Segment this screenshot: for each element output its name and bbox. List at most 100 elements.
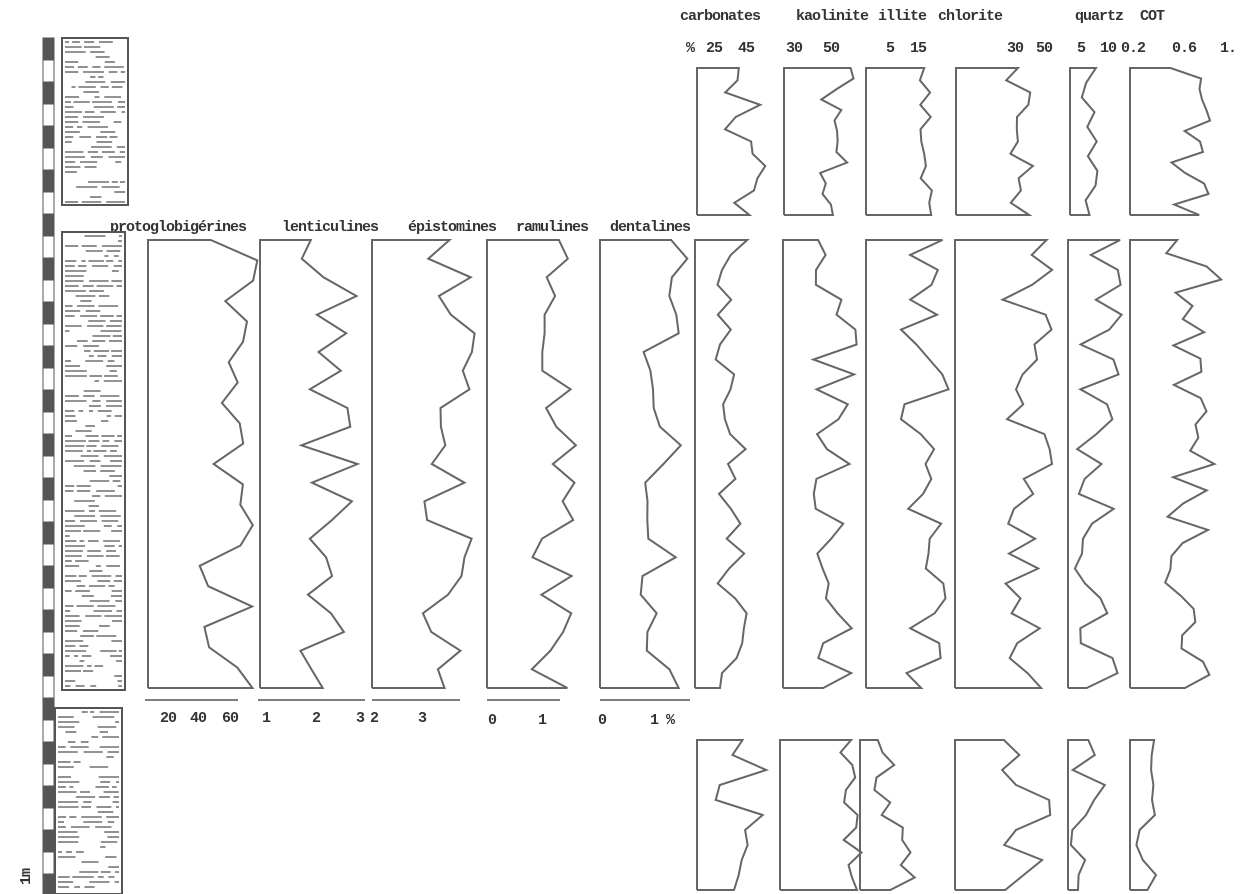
header: protoglobigérines [110, 219, 247, 236]
tick-label: 1 [262, 710, 271, 727]
tick-label: 1 [538, 712, 547, 729]
scale-segment [42, 191, 55, 215]
scale-segment [42, 433, 55, 457]
scale-segment [42, 477, 55, 501]
profile-curve [486, 239, 578, 689]
tick-label: 0 [488, 712, 497, 729]
profile-curve [147, 239, 259, 689]
scale-segment [42, 59, 55, 83]
profile-curve [1067, 239, 1124, 689]
scale-segment [42, 323, 55, 347]
profile-curve [1129, 67, 1212, 216]
tick-label: 1. [1220, 40, 1236, 57]
scale-segment [42, 609, 55, 633]
tick-label: 3 [418, 710, 427, 727]
scale-segment [42, 829, 55, 853]
tick-label: 1 % [650, 712, 676, 729]
profile-curve [259, 239, 361, 689]
scale-segment [42, 653, 55, 677]
profile-curve [865, 239, 950, 689]
profile-curve [779, 739, 864, 891]
profile-curve [1067, 739, 1107, 891]
scale-segment [42, 565, 55, 589]
scale-segment [42, 411, 55, 435]
scale-segment [42, 697, 55, 721]
tick-label: 20 [160, 710, 177, 727]
scale-segment [42, 807, 55, 831]
scale-segment [42, 235, 55, 259]
scale-segment [42, 873, 55, 894]
profile-curve [859, 739, 917, 891]
scale-label: 1m [18, 868, 35, 885]
profile-curve [865, 67, 933, 216]
tick-label: 15 [910, 40, 927, 57]
profile-curve [1129, 739, 1158, 891]
tick-label: 0.6 [1172, 40, 1197, 57]
header: illite [878, 8, 927, 25]
profile-curve [694, 239, 750, 689]
scale-segment [42, 675, 55, 699]
header: kaolinite [796, 8, 869, 25]
tick-label: 3 [356, 710, 365, 727]
scale-segment [42, 279, 55, 303]
profile-curve [1069, 67, 1099, 216]
tick-label: 25 [706, 40, 723, 57]
scale-segment [42, 257, 55, 281]
scale-segment [42, 521, 55, 545]
scale-segment [42, 345, 55, 369]
scale-segment [42, 455, 55, 479]
scale-segment [42, 741, 55, 765]
tick-label: 50 [1036, 40, 1053, 57]
tick-label: 30 [1007, 40, 1024, 57]
scale-segment [42, 763, 55, 787]
scale-segment [42, 389, 55, 413]
tick-label: 60 [222, 710, 239, 727]
scale-segment [42, 499, 55, 523]
tick-label: 5 [1077, 40, 1086, 57]
profile-curve [599, 239, 689, 689]
scale-segment [42, 125, 55, 149]
header: quartz [1075, 8, 1123, 25]
scale-segment [42, 367, 55, 391]
tick-label: 10 [1100, 40, 1117, 57]
scale-segment [42, 785, 55, 809]
profile-curve [1129, 239, 1224, 689]
tick-label: 30 [786, 40, 803, 57]
header: ramulines [516, 219, 589, 236]
profile-curve [955, 67, 1035, 216]
scale-segment [42, 587, 55, 611]
scale-segment [42, 81, 55, 105]
scale-segment [42, 851, 55, 875]
scale-segment [42, 543, 55, 567]
header: épistomines [408, 219, 497, 236]
labels: carbonates kaolinite illite chlorite qua… [18, 8, 1237, 885]
scale-segment [42, 147, 55, 171]
scale-segment [42, 103, 55, 127]
tick-label: % [686, 40, 696, 57]
scale-segment [42, 719, 55, 743]
tick-label: 5 [886, 40, 895, 57]
profile-curve [954, 239, 1054, 689]
header: carbonates [680, 8, 761, 25]
tick-label: 2 [312, 710, 321, 727]
header: dentalines [610, 219, 691, 236]
tick-label: 40 [190, 710, 207, 727]
profile-curve [782, 239, 858, 689]
tick-label: 0.2 [1121, 40, 1146, 57]
tick-label: 0 [598, 712, 607, 729]
scale-segment [42, 169, 55, 193]
profile-curve [696, 739, 769, 891]
drawing [42, 37, 1224, 894]
header: chlorite [938, 8, 1003, 25]
scale-segment [42, 37, 55, 61]
header: COT [1140, 8, 1165, 25]
scale-segment [42, 301, 55, 325]
scale-segment [42, 213, 55, 237]
profile-curve [783, 67, 855, 216]
tick-label: 50 [823, 40, 840, 57]
profile-curve [954, 739, 1052, 891]
lithology-block [54, 707, 123, 894]
tick-label: 45 [738, 40, 755, 57]
header: lenticulines [282, 219, 379, 236]
